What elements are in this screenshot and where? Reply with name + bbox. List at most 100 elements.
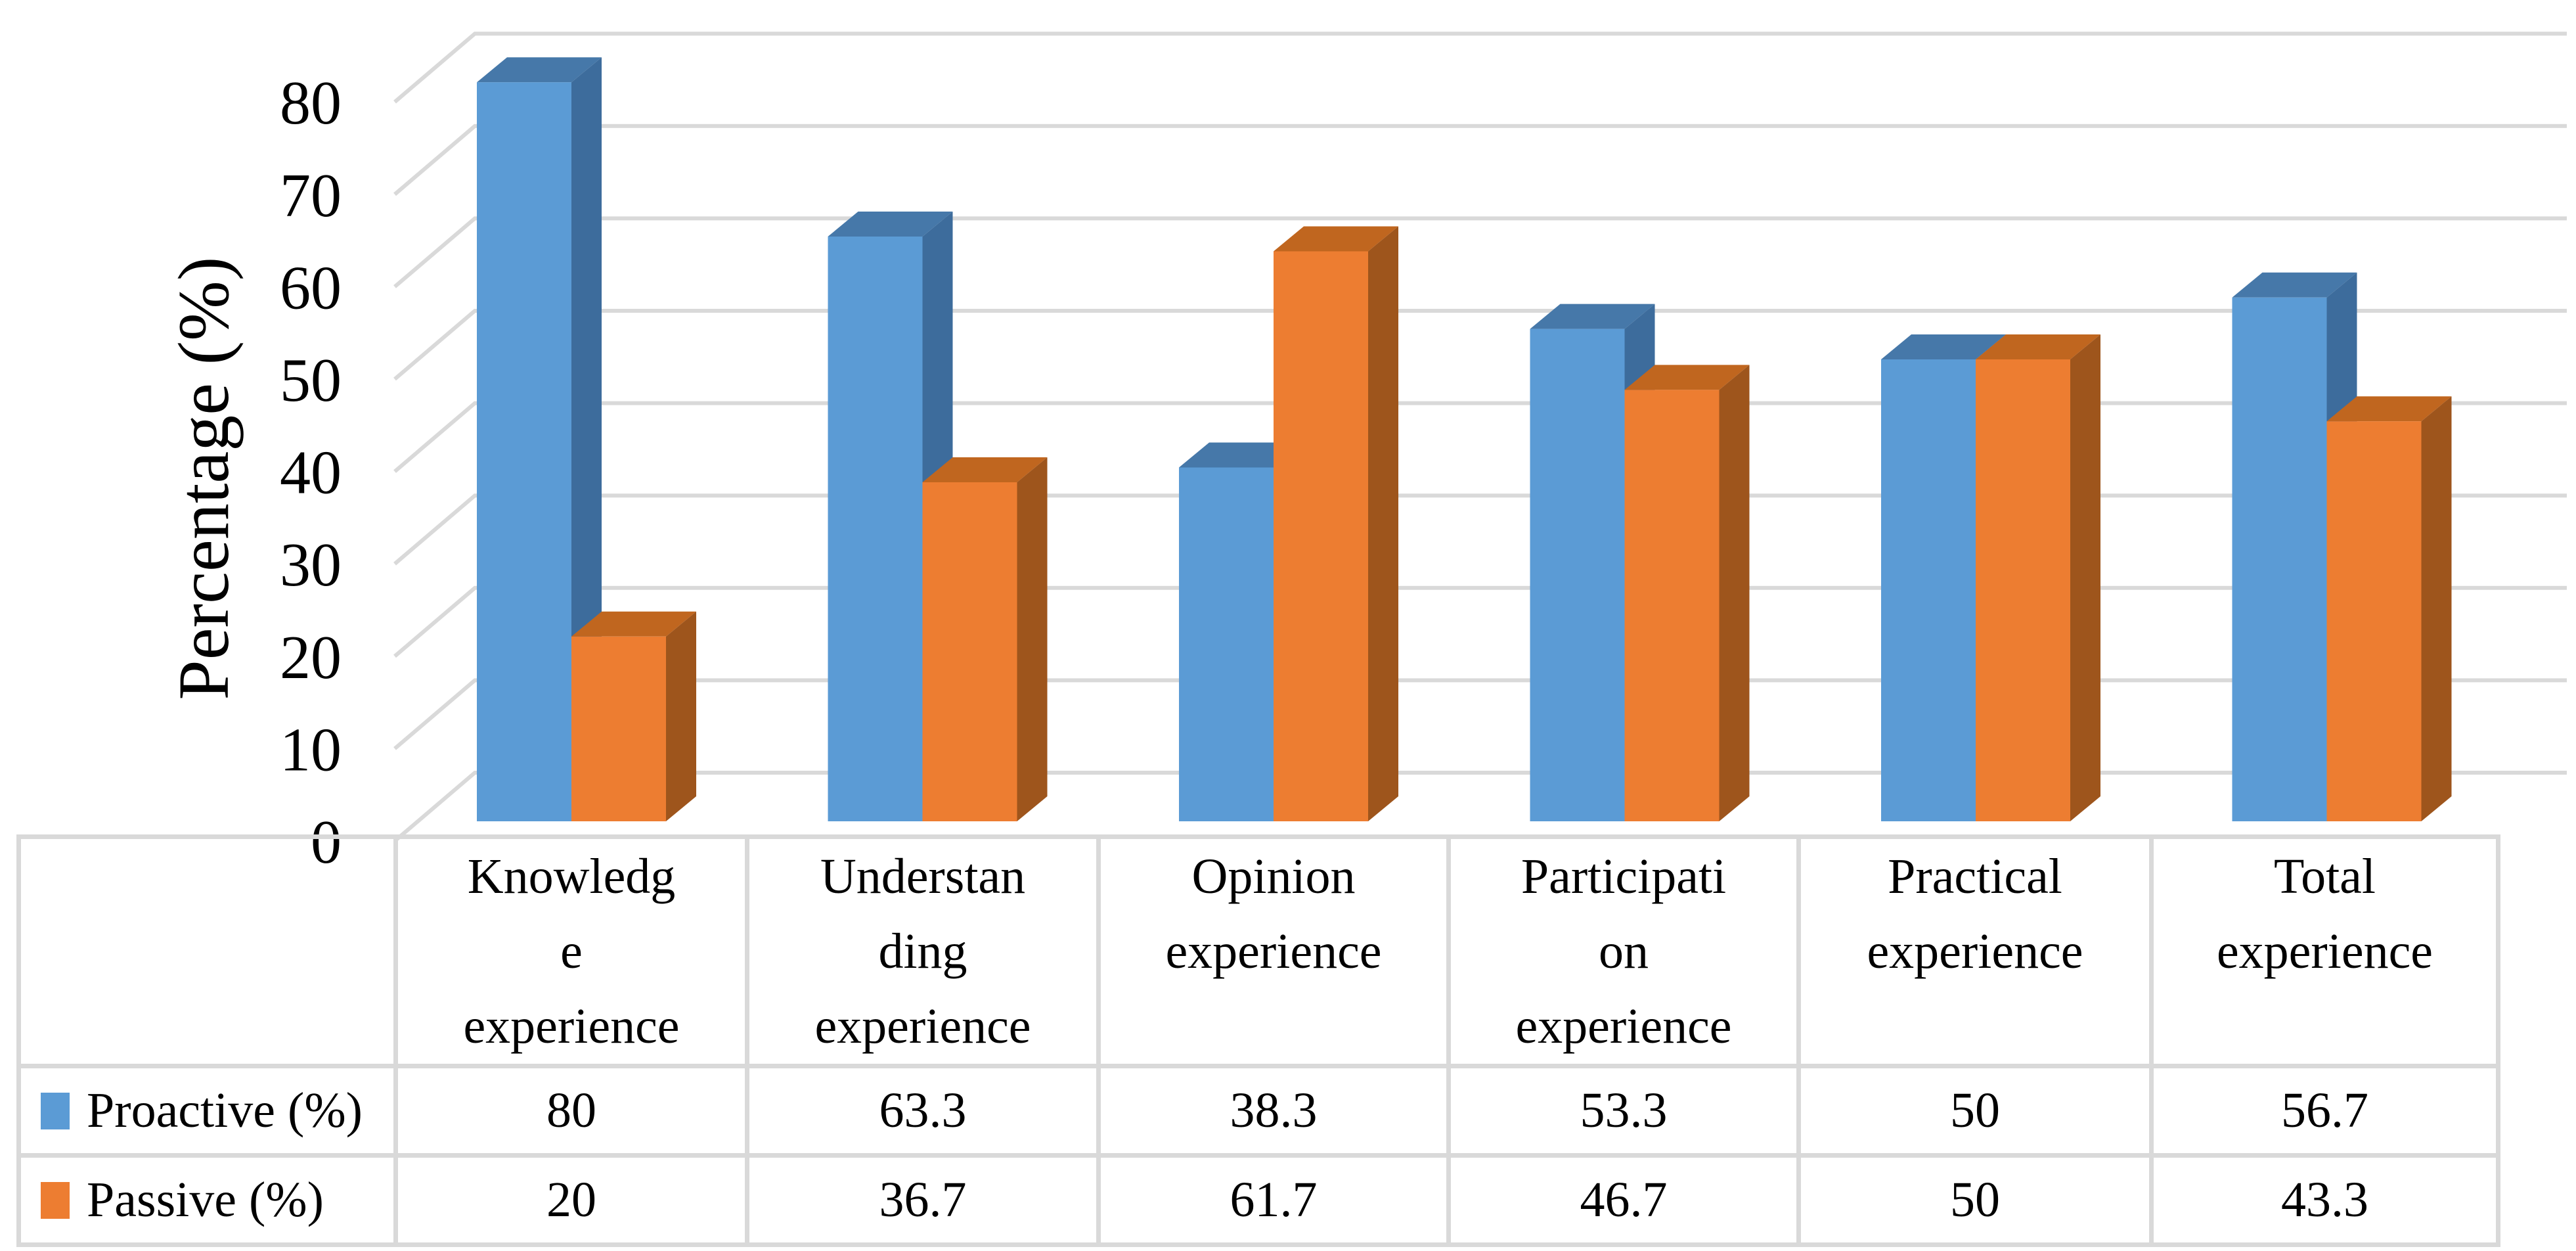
gridline-30 <box>393 493 2567 566</box>
bar-top-face <box>1881 334 2006 359</box>
bar-passive-0 <box>571 611 696 821</box>
table-row-proactive: Proactive (%) 80 63.3 38.3 53.3 50 56.7 <box>16 1064 2500 1158</box>
y-tick-label-80: 80 <box>280 69 342 137</box>
gridline-70 <box>393 124 2567 196</box>
category-header-line: on <box>1599 924 1649 979</box>
value-cell: 50 <box>1796 1064 2154 1158</box>
y-tick-label-40: 40 <box>280 439 342 507</box>
bar-side-face <box>2421 396 2452 821</box>
bar-top-face <box>2326 396 2452 422</box>
category-header: Practical experience <box>1796 834 2154 1068</box>
category-header-line: experience <box>1515 999 1732 1054</box>
gridline-20 <box>393 585 2567 658</box>
bar-passive-4 <box>1976 334 2100 821</box>
category-header-line: Opinion <box>1191 849 1356 904</box>
bar-passive-3 <box>1624 365 1750 821</box>
category-header: Knowledg e experience <box>393 834 749 1068</box>
category-header-line: e <box>560 924 583 979</box>
gridline-40 <box>393 401 2567 473</box>
bar-front-face <box>2326 421 2422 821</box>
y-tick-label-70: 70 <box>280 162 342 230</box>
gridline-0 <box>393 771 2567 843</box>
legend-cell: Passive (%) <box>16 1153 398 1247</box>
bar-front-face <box>1976 359 2070 821</box>
value-cell: 20 <box>393 1153 749 1247</box>
bar-front-face <box>1274 251 1368 821</box>
bar-front-face <box>2232 297 2327 822</box>
bar-side-face <box>1368 226 1398 821</box>
bar-front-face <box>1530 329 1625 821</box>
bar-passive-5 <box>2326 396 2452 821</box>
bar-passive-2 <box>1274 226 1398 821</box>
bar-passive-1 <box>922 457 1048 821</box>
value-cell: 53.3 <box>1446 1064 1801 1158</box>
bar-top-face <box>477 57 602 83</box>
value-cell: 38.3 <box>1096 1064 1451 1158</box>
value-cell: 43.3 <box>2149 1153 2500 1247</box>
legend-label: Proactive (%) <box>87 1083 363 1138</box>
category-header-line: experience <box>814 999 1031 1054</box>
category-header-line: experience <box>2216 924 2433 979</box>
category-header-line: Total <box>2273 849 2376 904</box>
bar-side-face <box>1719 365 1750 821</box>
gridlines <box>393 32 2567 843</box>
value-cell: 36.7 <box>745 1153 1101 1247</box>
value-cell: 46.7 <box>1446 1153 1801 1247</box>
category-header-line: ding <box>878 924 967 979</box>
data-table: Knowledg e experience Understan ding experien… <box>16 834 2500 1247</box>
bar-front-face <box>1624 390 1720 821</box>
category-header: Opinion experience <box>1096 834 1451 1068</box>
bar-top-face <box>1530 304 1655 329</box>
value-cell: 63.3 <box>745 1064 1101 1158</box>
bar-top-face <box>1624 365 1750 390</box>
value-cell: 80 <box>393 1064 749 1158</box>
category-header-line: experience <box>1867 924 2083 979</box>
data-table-body: Knowledg e experience Understan ding experien… <box>16 834 2500 1247</box>
category-header-row: Knowledg e experience Understan ding experien… <box>16 834 2500 1068</box>
legend-swatch-passive <box>41 1181 70 1219</box>
category-header-line: Knowledg <box>467 849 676 904</box>
bar-side-face <box>666 611 696 821</box>
legend-swatch-proactive <box>41 1092 70 1129</box>
bar-front-face <box>922 482 1017 821</box>
bar-side-face <box>2070 334 2100 821</box>
category-header: Understan ding experience <box>745 834 1101 1068</box>
gridline-60 <box>393 216 2567 288</box>
bar-side-face <box>1017 457 1048 821</box>
bar-top-face <box>571 611 696 637</box>
y-tick-label-50: 50 <box>280 346 342 415</box>
bar-proactive-5 <box>2232 272 2357 822</box>
bar-front-face <box>828 237 923 821</box>
value-cell: 61.7 <box>1096 1153 1451 1247</box>
table-corner-cell <box>16 834 398 1068</box>
gridline-10 <box>393 678 2567 750</box>
category-header-line: Understan <box>820 849 1026 904</box>
bar-front-face <box>1881 359 1976 821</box>
category-header-line: Practical <box>1888 849 2062 904</box>
bar-top-face <box>1179 442 1304 468</box>
bar-top-face <box>2232 272 2357 298</box>
bar-front-face <box>477 82 571 822</box>
bar-top-face <box>922 457 1048 482</box>
bar-proactive-0 <box>477 57 602 822</box>
category-header-line: Participati <box>1521 849 1727 904</box>
value-cell: 50 <box>1796 1153 2154 1247</box>
legend-entry: Proactive (%) <box>21 1082 393 1139</box>
category-header: Participati on experience <box>1446 834 1801 1068</box>
gridline-50 <box>393 309 2567 381</box>
legend-label: Passive (%) <box>87 1172 324 1227</box>
category-header-line: experience <box>463 999 680 1054</box>
category-header-line: experience <box>1165 924 1382 979</box>
gridline-80 <box>393 32 2567 104</box>
y-axis-title: Percentage (%) <box>164 257 244 700</box>
bar-front-face <box>1179 467 1274 821</box>
y-tick-label-10: 10 <box>280 716 342 784</box>
y-tick-label-60: 60 <box>280 254 342 322</box>
table-row-passive: Passive (%) 20 36.7 61.7 46.7 50 43.3 <box>16 1153 2500 1247</box>
bars <box>477 57 2452 822</box>
y-tick-label-20: 20 <box>280 624 342 692</box>
legend-entry: Passive (%) <box>21 1171 393 1229</box>
